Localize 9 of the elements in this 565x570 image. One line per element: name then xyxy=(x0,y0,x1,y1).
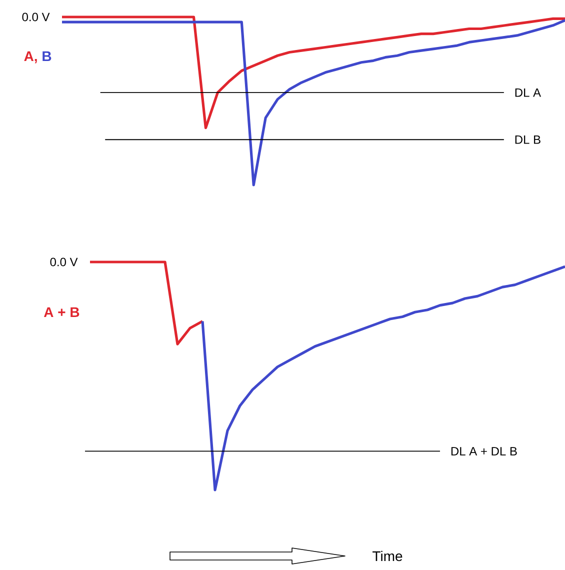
ref-line-label: DL A xyxy=(515,88,542,97)
ref-line-label: DL A + DL B xyxy=(451,447,517,456)
annotation: 0.0 V xyxy=(50,258,78,266)
text: A, xyxy=(24,51,37,64)
y-axis-title: A + B xyxy=(44,307,80,317)
x-axis-title: Time xyxy=(372,550,402,562)
text: 0.0 V xyxy=(22,12,50,22)
ref-line-label: DL B xyxy=(515,136,540,144)
text: B xyxy=(42,51,52,62)
